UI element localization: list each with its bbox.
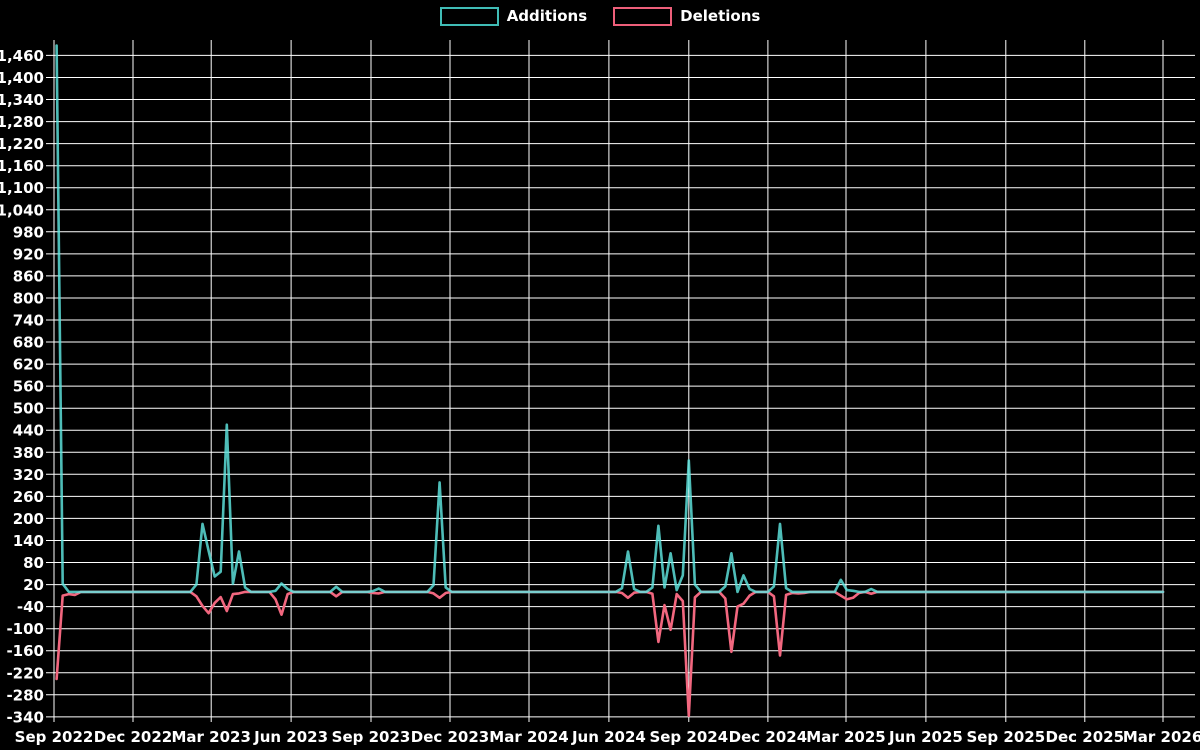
y-tick-label: 1,220 [0,135,44,153]
y-tick-label: 920 [13,245,44,263]
legend-item-deletions[interactable]: Deletions [613,7,760,26]
y-tick-label: -100 [6,620,44,638]
x-tick-label: Dec 2025 [1046,728,1125,746]
chart-legend: Additions Deletions [0,7,1200,26]
y-tick-label: 620 [13,356,44,374]
legend-swatch-icon [439,7,499,26]
y-tick-label: 1,280 [0,113,44,131]
y-tick-label: 1,040 [0,201,44,219]
x-tick-label: Mar 2024 [489,728,568,746]
x-tick-label: Sep 2024 [649,728,728,746]
y-tick-label: 680 [13,334,44,352]
y-tick-label: 440 [13,422,44,440]
y-tick-label: -340 [6,708,44,726]
legend-swatch-icon [613,7,673,26]
x-tick-label: Dec 2024 [729,728,808,746]
y-tick-label: 20 [23,576,44,594]
x-tick-label: Jun 2023 [253,728,328,746]
x-tick-label: Jun 2025 [888,728,963,746]
y-tick-label: -280 [6,686,44,704]
deletions-line[interactable] [55,590,1165,718]
x-tick-label: Sep 2022 [15,728,94,746]
y-tick-label: 140 [13,532,44,550]
y-tick-label: -160 [6,642,44,660]
y-tick-label: 200 [13,510,44,528]
y-tick-label: 860 [13,267,44,285]
x-tick-label: Sep 2025 [966,728,1045,746]
x-tick-label: Dec 2023 [411,728,490,746]
y-tick-label: 320 [13,466,44,484]
y-tick-label: 560 [13,378,44,396]
y-tick-label: 1,400 [0,69,44,87]
x-tick-label: Dec 2022 [94,728,173,746]
y-tick-label: 740 [13,312,44,330]
legend-label: Deletions [680,7,761,25]
x-tick-label: Mar 2023 [171,728,250,746]
x-tick-label: Mar 2025 [806,728,885,746]
y-tick-label: 1,100 [0,179,44,197]
y-tick-label: 1,160 [0,157,44,175]
y-tick-label: 980 [13,223,44,241]
legend-item-additions[interactable]: Additions [439,7,588,26]
y-tick-label: -220 [6,664,44,682]
legend-label: Additions [506,7,588,25]
y-tick-label: 260 [13,488,44,506]
y-axis-labels: 1,460 1,400 1,340 1,280 1,220 1,160 1,100 1,040… [0,47,44,727]
y-tick-label: 80 [23,554,44,572]
grid-lines [46,40,1195,722]
x-tick-label: Sep 2023 [332,728,411,746]
y-tick-label: 800 [13,290,44,308]
additions-line[interactable] [55,44,1165,594]
x-tick-label: Mar 2026 [1123,728,1200,746]
y-tick-label: 380 [13,444,44,462]
y-tick-label: 500 [13,400,44,418]
x-axis-labels: Sep 2022 Dec 2022 Mar 2023 Jun 2023 Sep 2023… [15,728,1200,746]
x-tick-label: Jun 2024 [571,728,646,746]
y-tick-label: -40 [17,598,44,616]
y-tick-label: 1,460 [0,47,44,65]
y-tick-label: 1,340 [0,91,44,109]
